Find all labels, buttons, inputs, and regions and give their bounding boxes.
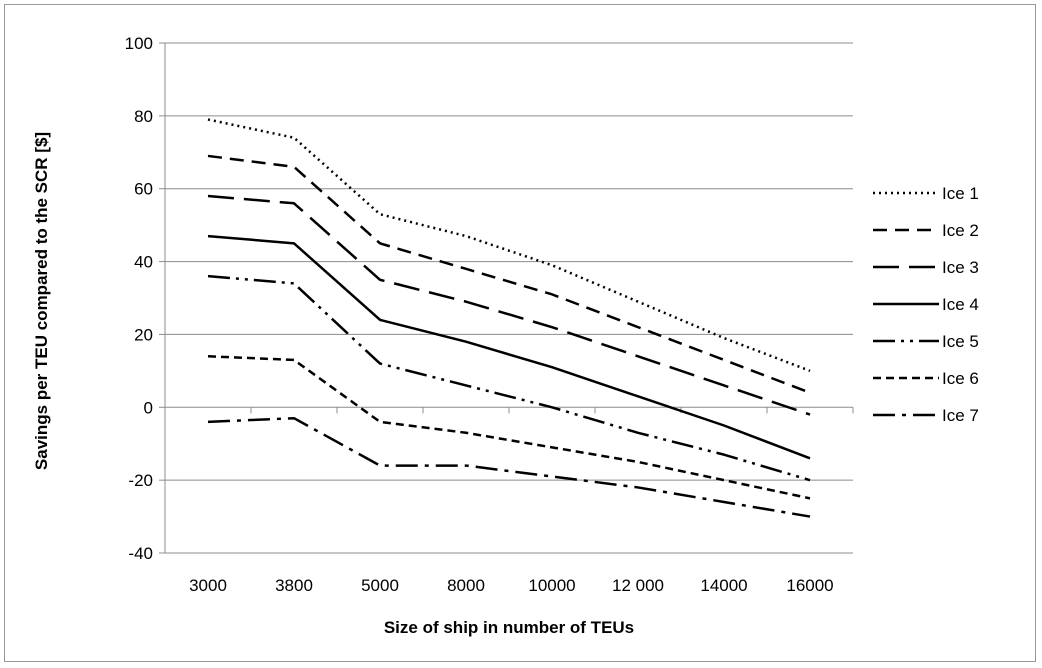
line-chart: -40 -20 0 20 40 60 80 100 3000 3800 5000 8000 10000… <box>32 34 979 637</box>
y-tick-label: -40 <box>128 544 153 563</box>
series-line-7 <box>207 416 811 518</box>
grid-lines <box>159 42 854 554</box>
x-tick-label: 5000 <box>361 576 399 595</box>
x-tick-label: 3000 <box>189 576 227 595</box>
y-tick-label: -20 <box>128 471 153 490</box>
series-line-6 <box>207 355 811 500</box>
y-tick-label: 100 <box>125 34 153 53</box>
series-line-5 <box>207 274 811 482</box>
x-tick-label: 16000 <box>786 576 833 595</box>
legend-label: Ice 1 <box>942 184 979 203</box>
y-tick-label: 60 <box>134 180 153 199</box>
series-line-2 <box>207 154 811 394</box>
legend-label: Ice 5 <box>942 332 979 351</box>
legend: Ice 1 Ice 2 Ice 3 Ice 4 Ice 5 Ice 6 Ice 7 <box>873 184 979 425</box>
legend-label: Ice 6 <box>942 369 979 388</box>
x-axis-title: Size of ship in number of TEUs <box>384 618 634 637</box>
y-tick-label: 80 <box>134 107 153 126</box>
x-tick-label: 3800 <box>275 576 313 595</box>
legend-label: Ice 7 <box>942 406 979 425</box>
y-tick-labels: -40 -20 0 20 40 60 80 100 <box>125 34 153 563</box>
x-tick-label: 8000 <box>447 576 485 595</box>
chart-frame: -40 -20 0 20 40 60 80 100 3000 3800 5000 8000 10000… <box>4 4 1036 662</box>
x-tick-label: 14000 <box>700 576 747 595</box>
legend-label: Ice 2 <box>942 221 979 240</box>
y-tick-label: 0 <box>144 398 153 417</box>
series-line-3 <box>207 194 811 416</box>
series-line-4 <box>207 234 811 460</box>
x-tick-labels: 3000 3800 5000 8000 10000 12 000 14000 16000 <box>189 576 834 595</box>
y-tick-label: 20 <box>134 325 153 344</box>
series-line-1 <box>207 118 811 373</box>
x-tick-label: 12 000 <box>612 576 664 595</box>
y-tick-label: 40 <box>134 253 153 272</box>
x-tick-label: 10000 <box>528 576 575 595</box>
series-lines <box>207 118 811 518</box>
y-axis-title: Savings per TEU compared to the SCR [$] <box>32 132 51 470</box>
legend-label: Ice 3 <box>942 258 979 277</box>
legend-label: Ice 4 <box>942 295 979 314</box>
